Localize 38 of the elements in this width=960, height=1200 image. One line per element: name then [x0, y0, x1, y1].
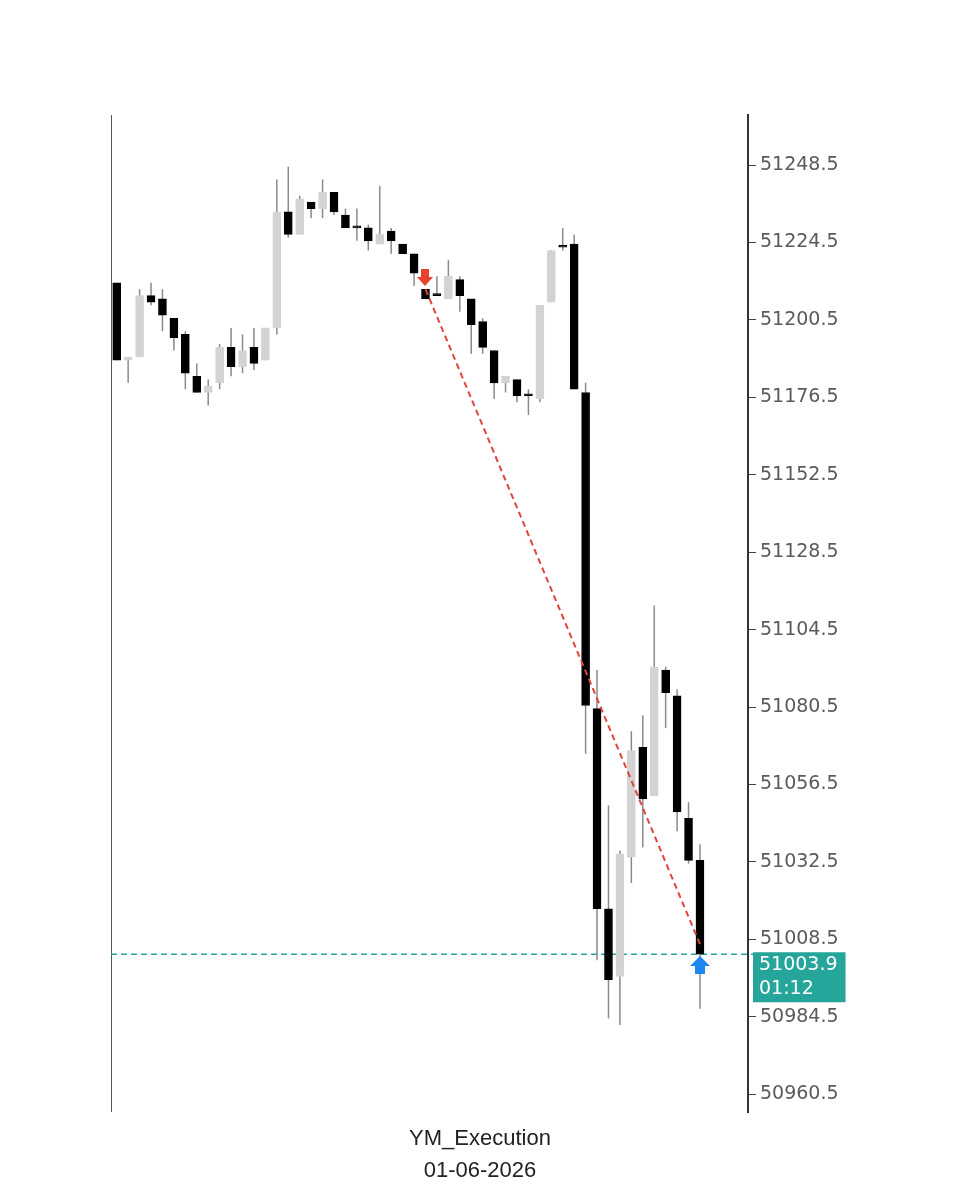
- candlestick: [169, 317, 179, 352]
- ref-line-label: 51003.9 01:12: [759, 952, 838, 999]
- y-tick-label: 51152.5: [760, 461, 839, 484]
- candlestick: [341, 207, 350, 229]
- candlestick: [375, 185, 385, 245]
- candlestick: [386, 227, 396, 255]
- candlestick: [444, 259, 453, 300]
- y-tick-label: 51224.5: [760, 229, 839, 252]
- text: 01-06-2026: [423, 1157, 537, 1183]
- candlestick: [409, 252, 419, 287]
- candlestick: [123, 356, 133, 384]
- candlestick: [226, 327, 236, 378]
- candlestick: [318, 178, 327, 219]
- y-tick-label: 51200.5: [760, 306, 839, 329]
- y-tick-label: 51128.5: [760, 539, 839, 562]
- candlestick: [158, 288, 167, 332]
- y-tick-label: 51008.5: [760, 926, 839, 949]
- candlestick: [524, 388, 533, 416]
- y-tick-label: 51248.5: [760, 151, 839, 174]
- y-tick-label: 51032.5: [760, 848, 839, 871]
- candlestick: [558, 227, 568, 252]
- y-tick-label: 51080.5: [760, 694, 839, 717]
- candlestick: [192, 362, 202, 394]
- candlestick: [455, 275, 465, 313]
- candlestick: [432, 275, 442, 297]
- candlestick: [283, 165, 293, 239]
- candlestick: [249, 327, 259, 371]
- candlestick: [203, 378, 213, 407]
- y-tick-label: 50960.5: [760, 1081, 839, 1104]
- candlestick: [238, 333, 247, 374]
- y-tick-label: 50984.5: [760, 1003, 839, 1026]
- y-tick-label: 51056.5: [760, 771, 839, 794]
- candlestick: [329, 191, 339, 216]
- x-axis-title: YM_Execution: [409, 1125, 551, 1151]
- y-tick-label: 51104.5: [760, 616, 839, 639]
- y-tick-label: 51176.5: [760, 384, 839, 407]
- candlestick: [363, 223, 373, 252]
- candlestick: [661, 665, 670, 729]
